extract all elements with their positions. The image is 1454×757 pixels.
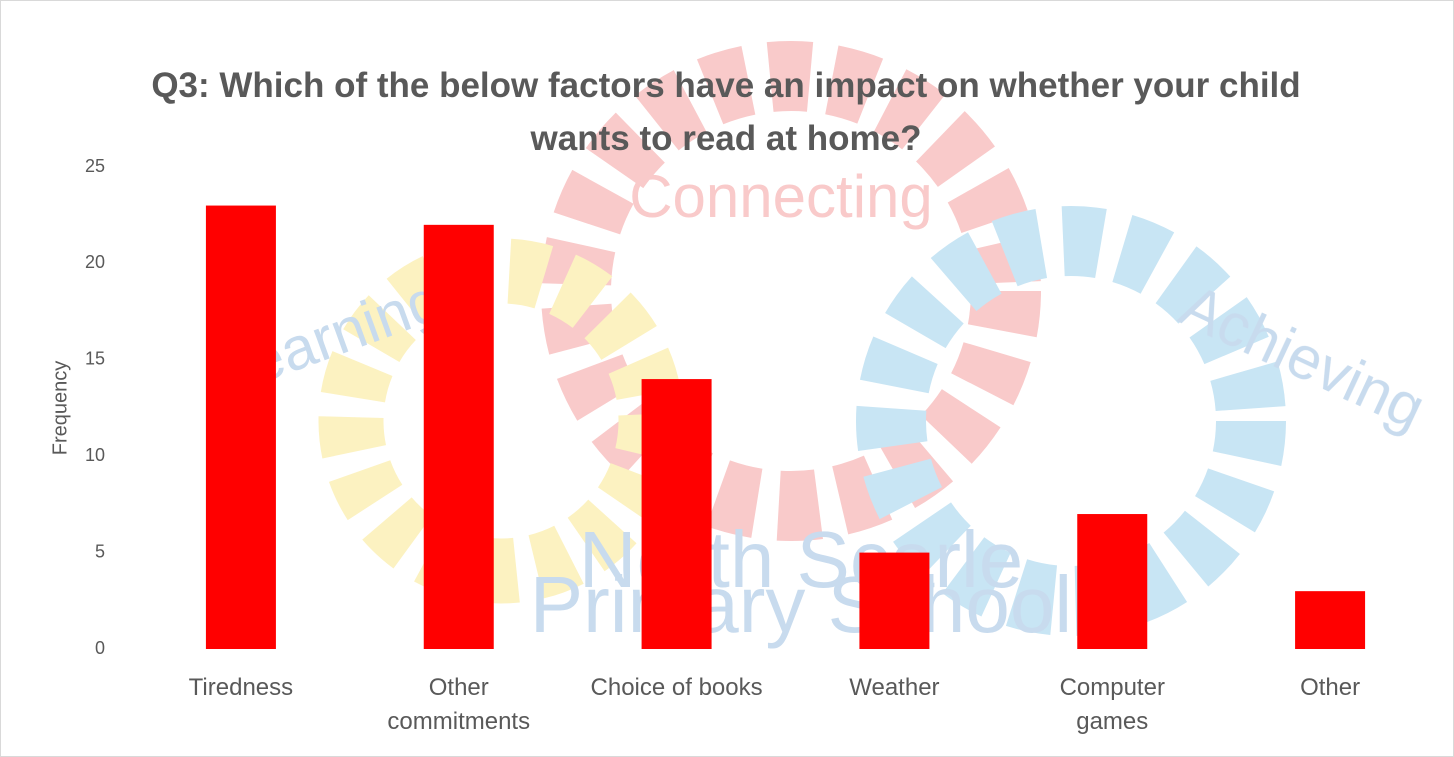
x-tick-label: Other <box>1240 671 1420 705</box>
x-tick-label: Other commitments <box>369 671 549 739</box>
y-tick-label: 5 <box>95 541 105 561</box>
watermark-text: Primary School <box>530 560 1072 649</box>
chart: ConnectingLearningAchievingNorth ScarleP… <box>0 0 1454 757</box>
bar <box>859 553 929 649</box>
x-tick-label: Computer games <box>1022 671 1202 739</box>
bar <box>1077 514 1147 649</box>
watermark-text: Connecting <box>629 163 933 230</box>
chart-title: Q3: Which of the below factors have an i… <box>131 59 1321 165</box>
y-tick-label: 10 <box>85 445 105 465</box>
bar <box>1295 591 1365 649</box>
x-tick-label: Weather <box>804 671 984 705</box>
bar <box>642 379 712 649</box>
y-tick-label: 15 <box>85 349 105 369</box>
y-tick-label: 0 <box>95 638 105 658</box>
x-tick-label: Tiredness <box>151 671 331 705</box>
x-tick-label: Choice of books <box>587 671 767 705</box>
bar <box>424 225 494 649</box>
y-tick-label: 20 <box>85 252 105 272</box>
y-axis-label: Frequency <box>49 361 71 456</box>
bar <box>206 206 276 649</box>
y-tick-label: 25 <box>85 156 105 176</box>
